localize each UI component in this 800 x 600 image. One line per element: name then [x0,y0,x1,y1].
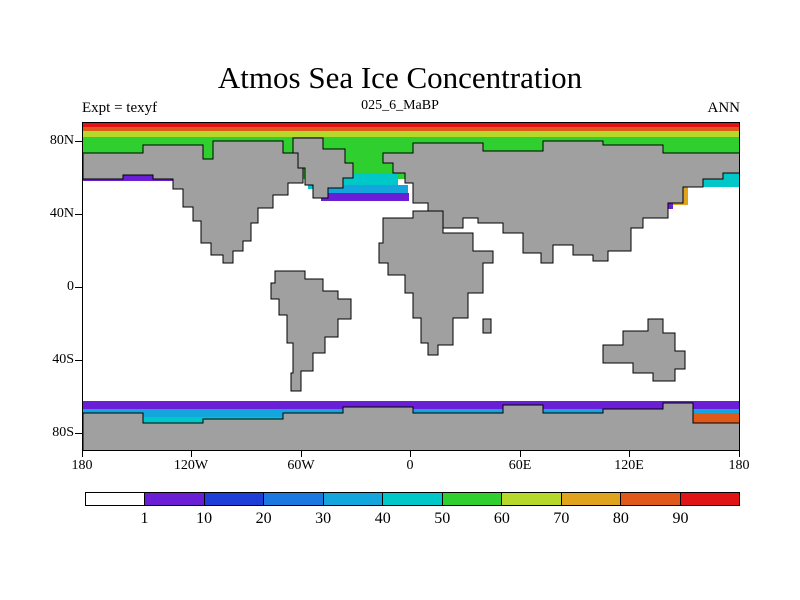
x-tick-label: 120E [614,458,644,473]
ice-atlantic-10 [321,193,409,201]
color-legend-swatch [621,493,681,505]
color-legend-label: 50 [434,510,451,527]
color-legend-swatch [145,493,205,505]
experiment-label: Expt = texyf [82,100,158,116]
color-legend-swatch [442,493,503,505]
season-label: ANN [707,100,741,116]
x-tick-label: 180 [728,458,750,473]
y-tick-label: 40S [52,352,74,367]
antarctica-landmass [83,402,739,450]
color-legend-label: 1 [140,510,149,527]
color-legend-swatch [204,493,265,505]
sea-ice-map [82,122,740,451]
x-tick-mark [410,451,411,457]
ice-band-antarctic-10 [83,401,739,411]
y-tick-mark [75,141,82,142]
map-svg [83,123,739,450]
color-legend-label: 80 [612,510,629,527]
color-legend-label: 60 [493,510,510,527]
color-legend-label: 10 [196,510,213,527]
madagascar-landmass [482,318,492,334]
x-tick-mark [520,451,521,457]
color-legend-label: 40 [374,510,391,527]
x-tick-label: 180 [71,458,93,473]
x-tick-label: 0 [406,458,414,473]
x-tick-mark [301,451,302,457]
y-tick-label: 80N [49,133,74,148]
color-legend-swatch [323,493,384,505]
color-legend-label: 30 [315,510,332,527]
y-tick-label: 40N [49,206,74,221]
y-tick-mark [75,287,82,288]
x-tick-label: 120W [173,458,209,473]
greenland-landmass [292,137,354,199]
color-legend-label: 90 [672,510,689,527]
color-legend-swatch [561,493,622,505]
north-america-landmass [83,140,324,264]
y-tick-mark [75,433,82,434]
ice-band-arctic-90 [83,123,739,127]
australia-landmass [602,318,686,382]
color-legend-swatch [383,493,443,505]
x-tick-mark [629,451,630,457]
x-tick-mark [82,451,83,457]
period-label: 025_6_MaBP [361,98,439,113]
x-tick-label: 60W [287,458,315,473]
color-legend-bar [85,492,740,506]
south-america-landmass [270,270,352,392]
color-legend-swatch [502,493,562,505]
color-legend-label: 70 [553,510,570,527]
ice-band-arctic-70 [83,131,739,137]
x-tick-mark [191,451,192,457]
y-tick-label: 0 [67,279,74,294]
map-title: Atmos Sea Ice Concentration [217,60,583,95]
africa-landmass [378,210,494,356]
y-tick-label: 80S [52,425,74,440]
x-tick-label: 60E [508,458,532,473]
color-legend-swatch [264,493,324,505]
ice-band-arctic-80 [83,127,739,131]
y-tick-mark [75,214,82,215]
y-tick-mark [75,360,82,361]
x-tick-mark [739,451,740,457]
color-legend-swatch [680,493,739,505]
color-legend-swatch [86,493,146,505]
ice-band-arctic-10 [83,175,183,181]
color-legend-label: 20 [255,510,272,527]
